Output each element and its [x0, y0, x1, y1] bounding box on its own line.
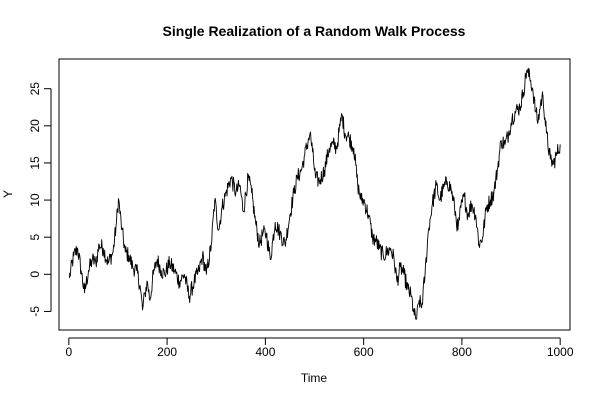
- series-layer: [68, 67, 561, 320]
- x-tick-label: 0: [65, 345, 72, 359]
- y-tick-label: 15: [28, 156, 42, 170]
- x-tick-label: 1000: [547, 345, 574, 359]
- y-tick-label: 20: [28, 119, 42, 133]
- series-line: [68, 67, 561, 320]
- y-tick-label: -5: [28, 306, 42, 317]
- chart-title: Single Realization of a Random Walk Proc…: [163, 23, 466, 39]
- x-tick-label: 600: [354, 345, 374, 359]
- y-axis-label: Y: [1, 190, 15, 198]
- x-tick-label: 800: [452, 345, 472, 359]
- y-tick-label: 5: [28, 234, 42, 241]
- x-tick-label: 200: [157, 345, 177, 359]
- y-tick-label: 0: [28, 271, 42, 278]
- x-axis-label: Time: [301, 371, 328, 385]
- x-tick-label: 400: [255, 345, 275, 359]
- y-axis: -5 0 5 10 15 20 25: [28, 82, 52, 317]
- plot-area-border: [58, 58, 571, 331]
- y-tick-label: 10: [28, 193, 42, 207]
- y-tick-label: 25: [28, 82, 42, 96]
- x-axis: 0 200 400 600 800 1000: [65, 337, 574, 359]
